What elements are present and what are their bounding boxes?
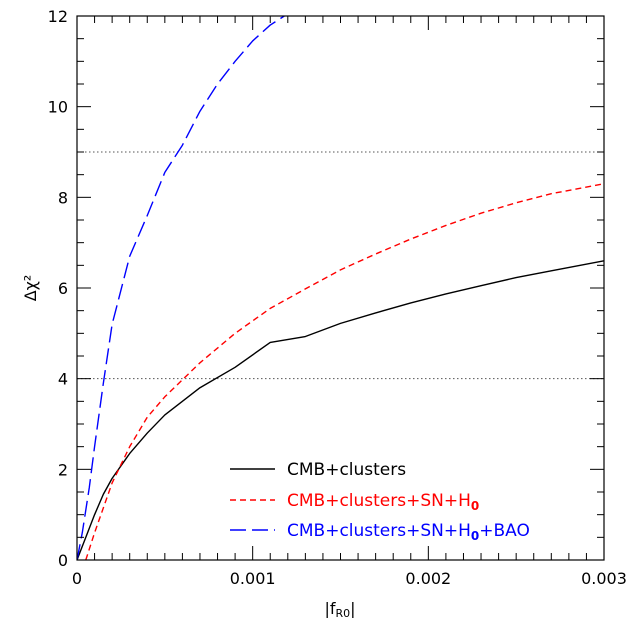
y-axis-title: Δχ² [21,275,40,302]
series-layer [77,16,604,560]
x-tick-label: 0 [72,569,82,588]
y-tick-label: 10 [48,98,68,117]
series-line-2 [77,16,285,560]
y-tick-label: 12 [48,7,68,26]
reference-lines [77,151,604,380]
legend-label-cmb-clusters-sn-h0: CMB+clusters+SN+H0 [287,491,479,513]
x-tick-label: 0.003 [581,569,627,588]
series-line-0 [77,260,604,560]
y-tick-label: 8 [58,188,68,207]
y-tick-label: 6 [58,279,68,298]
x-axis-title: |fR0| [324,599,355,620]
x-tick-label: 0.002 [405,569,451,588]
y-tick-label: 2 [58,460,68,479]
tick-labels: 0 0.001 0.002 0.003 0 2 4 6 8 10 12 [48,7,627,588]
x-tick-label: 0.001 [230,569,276,588]
legend-label-cmb-clusters: CMB+clusters [287,460,406,480]
axis-ticks [76,15,605,561]
legend: CMB+clusters CMB+clusters+SN+H0 CMB+clus… [230,460,530,543]
y-tick-label: 0 [58,551,68,570]
series-line-1 [85,183,604,560]
y-tick-label: 4 [58,370,68,389]
legend-label-cmb-clusters-sn-h0-bao: CMB+clusters+SN+H0+BAO [287,521,530,543]
